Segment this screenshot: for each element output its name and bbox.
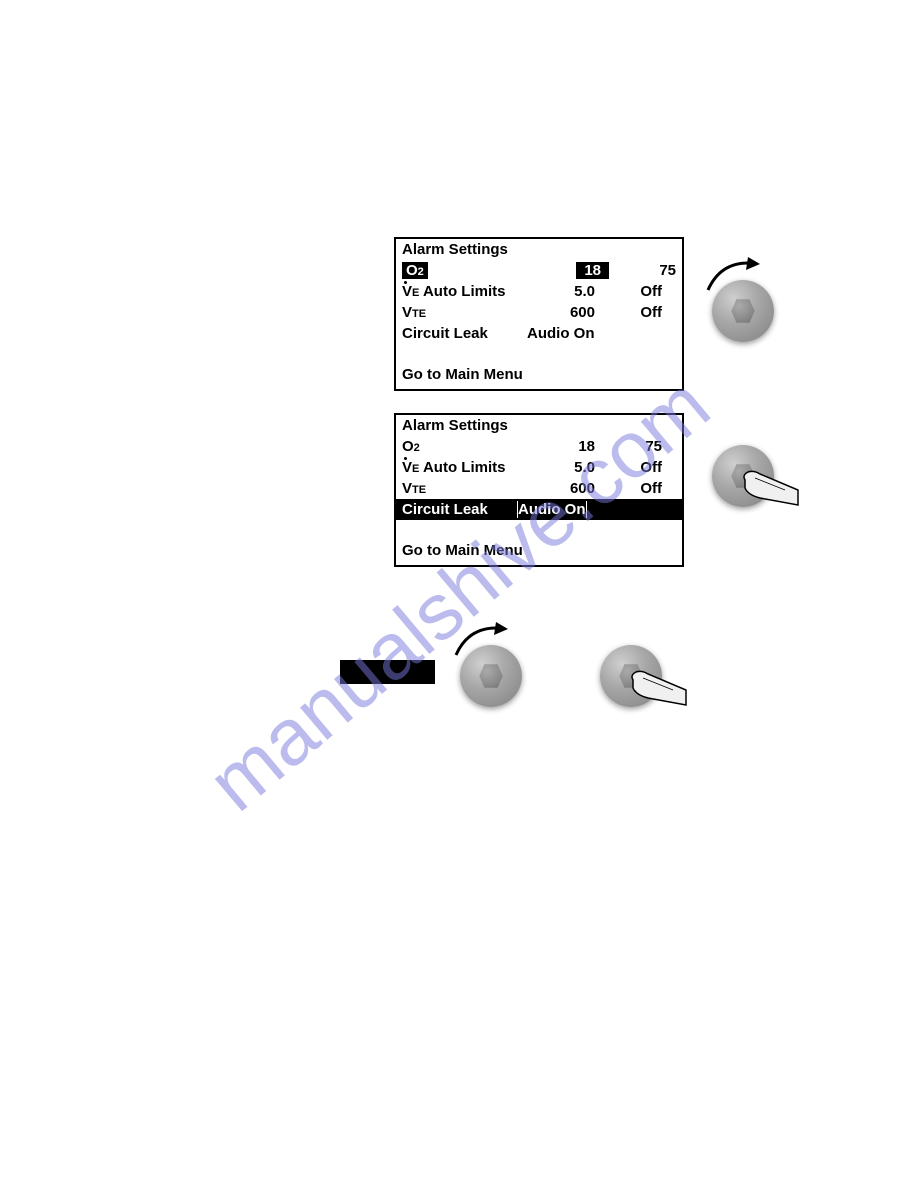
row-label: VTE	[402, 480, 527, 497]
table-row: VE Auto Limits 5.0 Off	[396, 457, 682, 478]
table-row: Circuit Leak Audio On	[396, 323, 682, 344]
panel-title-row: Alarm Settings	[396, 239, 682, 260]
row-label: VE Auto Limits	[402, 459, 527, 476]
row-value: 18	[541, 262, 621, 279]
goto-main-menu[interactable]: Go to Main Menu	[396, 538, 682, 565]
row-value: Audio On	[527, 325, 676, 342]
alarm-settings-panel-1: Alarm Settings O2 18 75 VE Auto Limits 5…	[394, 237, 684, 391]
row-label: Circuit Leak	[402, 501, 517, 518]
row-label: O2	[402, 438, 527, 455]
panel-title-row: Alarm Settings	[396, 415, 682, 436]
table-row: Circuit Leak Audio On	[396, 499, 682, 520]
highlight-bar	[340, 660, 435, 684]
table-row: O2 18 75	[396, 436, 682, 457]
panel-title: Alarm Settings	[402, 417, 508, 434]
rotary-knob-icon[interactable]	[460, 645, 522, 707]
row-value: Off	[607, 480, 662, 497]
table-row: O2 18 75	[396, 260, 682, 281]
row-label: O2	[402, 262, 428, 279]
press-finger-icon	[740, 460, 800, 510]
row-label: Circuit Leak	[402, 325, 527, 342]
table-row: VTE 600 Off	[396, 302, 682, 323]
row-value: 75	[607, 438, 662, 455]
row-value: 5.0	[527, 283, 607, 300]
table-row: VE Auto Limits 5.0 Off	[396, 281, 682, 302]
rotary-knob-icon[interactable]	[712, 280, 774, 342]
panel-title: Alarm Settings	[402, 241, 508, 258]
row-label: VTE	[402, 304, 527, 321]
row-value: 600	[527, 304, 607, 321]
press-finger-icon	[628, 660, 688, 710]
row-value: Off	[607, 459, 662, 476]
table-row: VTE 600 Off	[396, 478, 682, 499]
row-value: 5.0	[527, 459, 607, 476]
row-value: Off	[607, 283, 662, 300]
row-value: 75	[621, 262, 676, 279]
row-label: VE Auto Limits	[402, 283, 527, 300]
row-value: 18	[527, 438, 607, 455]
row-value: Off	[607, 304, 662, 321]
row-value: 600	[527, 480, 607, 497]
alarm-settings-panel-2: Alarm Settings O2 18 75 VE Auto Limits 5…	[394, 413, 684, 567]
goto-main-menu[interactable]: Go to Main Menu	[396, 362, 682, 389]
row-value: Audio On	[517, 501, 587, 518]
